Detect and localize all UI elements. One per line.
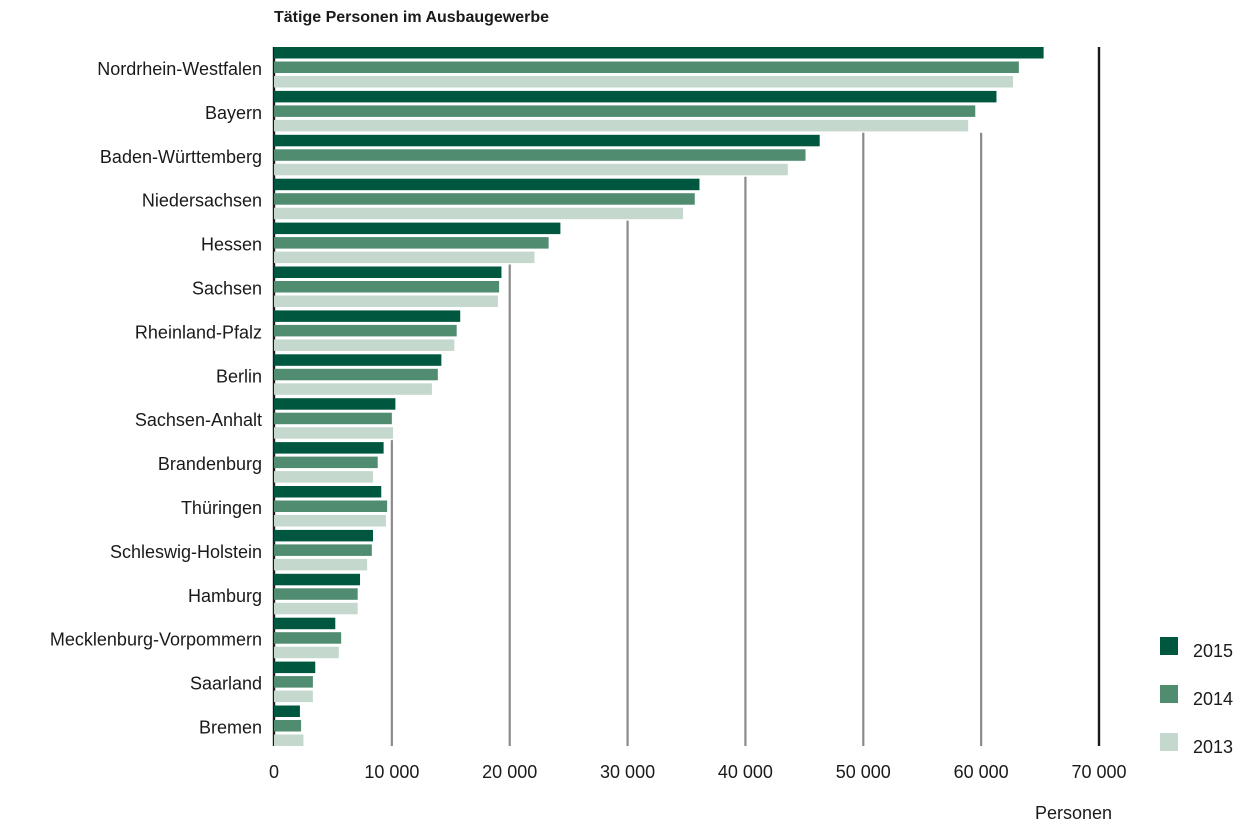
category-label: Hessen bbox=[201, 235, 262, 255]
bar-2015 bbox=[274, 529, 373, 542]
bar-2015 bbox=[274, 705, 300, 717]
legend-label: 2014 bbox=[1193, 689, 1234, 709]
category-label: Saarland bbox=[190, 674, 262, 694]
tick-labels: 0 10 000 20 000 30 000 40 000 50 000 60 000 70 … bbox=[269, 762, 1127, 782]
bar-2013 bbox=[274, 646, 339, 659]
bar-2014 bbox=[274, 588, 358, 600]
bar-2015 bbox=[274, 178, 700, 191]
legend-label: 2013 bbox=[1193, 737, 1234, 757]
bar-2015 bbox=[274, 661, 316, 674]
bar-2013 bbox=[274, 602, 358, 615]
bar-2015 bbox=[274, 398, 396, 410]
bar-2014 bbox=[274, 105, 976, 117]
bar-2013 bbox=[274, 734, 304, 746]
bar-2015 bbox=[274, 573, 361, 586]
bar-2015 bbox=[274, 617, 336, 630]
bar-2013 bbox=[274, 76, 1013, 88]
category-label: Rheinland-Pfalz bbox=[135, 322, 262, 342]
bar-2013 bbox=[274, 207, 683, 220]
bar-2014 bbox=[274, 237, 549, 249]
category-label: Sachsen-Anhalt bbox=[135, 410, 262, 430]
bars bbox=[274, 47, 1044, 746]
bar-2015 bbox=[274, 222, 561, 235]
bar-2013 bbox=[274, 163, 788, 176]
category-label: Niedersachsen bbox=[142, 191, 262, 211]
category-label: Baden-Württemberg bbox=[100, 147, 262, 167]
bar-2014 bbox=[274, 281, 500, 293]
x-tick-label: 0 bbox=[269, 762, 279, 782]
bar-2015 bbox=[274, 354, 442, 366]
bar-2013 bbox=[274, 558, 368, 571]
category-label: Mecklenburg-Vorpommern bbox=[50, 630, 262, 650]
bar-2015 bbox=[274, 90, 997, 103]
bar-2014 bbox=[274, 720, 302, 732]
category-label: Thüringen bbox=[181, 498, 262, 518]
bar-2014 bbox=[274, 544, 372, 556]
bar-2014 bbox=[274, 324, 457, 337]
bar-2014 bbox=[274, 676, 313, 688]
legend-swatch bbox=[1160, 637, 1178, 655]
category-label: Schleswig-Holstein bbox=[110, 542, 262, 562]
bar-2015 bbox=[274, 266, 502, 278]
x-tick-label: 60 000 bbox=[954, 762, 1009, 782]
bar-2015 bbox=[274, 310, 461, 322]
category-label: Bayern bbox=[205, 103, 262, 123]
x-tick-label: 50 000 bbox=[836, 762, 891, 782]
category-label: Bremen bbox=[199, 718, 262, 738]
bar-2014 bbox=[274, 368, 438, 381]
bar-2014 bbox=[274, 456, 378, 469]
bar-2015 bbox=[274, 486, 382, 498]
category-label: Brandenburg bbox=[158, 454, 262, 474]
category-label: Berlin bbox=[216, 366, 262, 386]
legend-swatch bbox=[1160, 685, 1178, 703]
category-label: Hamburg bbox=[188, 586, 262, 606]
bar-2013 bbox=[274, 427, 394, 439]
x-tick-label: 40 000 bbox=[718, 762, 773, 782]
bar-2013 bbox=[274, 251, 535, 264]
bar-2014 bbox=[274, 500, 388, 512]
x-tick-label: 70 000 bbox=[1071, 762, 1126, 782]
bar-2013 bbox=[274, 690, 313, 703]
x-tick-label: 30 000 bbox=[600, 762, 655, 782]
bar-2013 bbox=[274, 383, 432, 395]
gridlines bbox=[272, 47, 1101, 746]
legend-label: 2015 bbox=[1193, 641, 1234, 661]
bar-2014 bbox=[274, 61, 1019, 73]
category-labels: Nordrhein-Westfalen Bayern Baden-Württembe… bbox=[50, 59, 262, 738]
bar-2013 bbox=[274, 339, 455, 351]
chart-title: Tätige Personen im Ausbaugewerbe bbox=[274, 9, 550, 26]
bar-2015 bbox=[274, 442, 384, 454]
bar-2014 bbox=[274, 149, 806, 161]
bar-2014 bbox=[274, 412, 392, 425]
bar-2013 bbox=[274, 295, 498, 307]
bar-2015 bbox=[274, 47, 1044, 59]
bar-2014 bbox=[274, 193, 695, 205]
bar-2013 bbox=[274, 515, 386, 527]
bar-2013 bbox=[274, 119, 969, 132]
category-label: Nordrhein-Westfalen bbox=[97, 59, 262, 79]
x-axis-label: Personen bbox=[1035, 803, 1113, 823]
bar-2014 bbox=[274, 632, 342, 644]
x-tick-label: 10 000 bbox=[364, 762, 419, 782]
category-label: Sachsen bbox=[192, 279, 262, 299]
x-tick-label: 20 000 bbox=[482, 762, 537, 782]
bar-2015 bbox=[274, 134, 820, 147]
legend-swatch bbox=[1160, 733, 1178, 751]
bar-2013 bbox=[274, 471, 373, 483]
